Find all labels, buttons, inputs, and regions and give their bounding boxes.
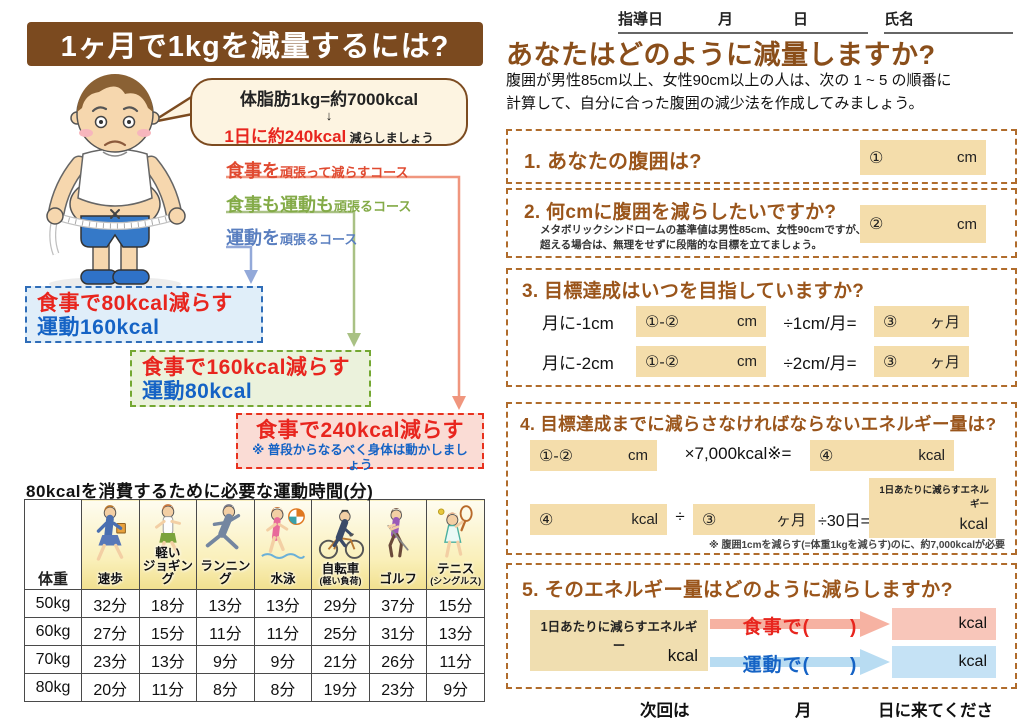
diff-input-field[interactable]: ①-② cm: [636, 306, 766, 337]
col-golf: ゴルフ: [368, 499, 428, 590]
section-4-energy: 4. 目標達成までに減らさなければならないエネルギー量は? ①-② cm ×7,0…: [506, 402, 1017, 555]
daily-energy-box[interactable]: 1日あたりに減らすエネルギー kcal: [530, 610, 708, 671]
table-row: 80kg 20分 11分 8分 8分 19分 23分 9分: [24, 673, 485, 702]
col-tennis: テニス (シングルス): [426, 499, 485, 590]
overweight-man-illustration: [46, 74, 186, 291]
section-2-target-waist: 2. 何cmに腹囲を減らしたいですか? メタボリックシンドロームの基準値は男性8…: [506, 188, 1017, 258]
food-kcal-field[interactable]: kcal: [892, 608, 996, 640]
next-visit-label: 次回は: [640, 702, 690, 720]
diff-input-field[interactable]: ①-② cm: [636, 346, 766, 377]
bubble-suffix: 減らしましょう: [346, 131, 434, 145]
table-header-row: 体重 速歩: [24, 499, 485, 590]
col-bicycle: 自転車 (軽い負荷): [311, 499, 370, 590]
minus-1cm-row: 月に-1cm ①-② cm ÷1cm/月= ③ ヶ月: [542, 306, 969, 337]
course-diet-label: 食事を頑張って減らすコース: [226, 161, 409, 181]
bubble-highlight: 1日に約240kcal: [224, 127, 347, 146]
months-input-field[interactable]: ③ ヶ月: [693, 504, 815, 535]
divide-label: ÷: [675, 507, 685, 526]
section-3-target-date: 3. 目標達成はいつを目指していますか? 月に-1cm ①-② cm ÷1cm/月…: [506, 268, 1017, 387]
section-4-title: 4. 目標達成までに減らさなければならないエネルギー量は?: [520, 414, 997, 434]
months-input-field[interactable]: ③ ヶ月: [874, 306, 969, 337]
total-kcal-input-field[interactable]: ④ kcal: [810, 440, 954, 471]
guidance-date-field[interactable]: 指導日月日: [618, 8, 868, 34]
waist-input-field[interactable]: ① cm: [860, 140, 986, 175]
col-light-jogging: 軽い ジョギング: [138, 499, 198, 590]
next-visit-month[interactable]: 月: [795, 702, 812, 720]
col-swimming: 水泳: [253, 499, 313, 590]
jogging-icon: [154, 504, 181, 559]
exercise-time-table: 体重 速歩: [24, 499, 485, 702]
tennis-icon: [437, 505, 473, 558]
table-row: 50kg 32分 18分 13分 13分 29分 37分 15分: [24, 589, 485, 618]
section-5-title: 5. そのエネルギー量はどのように減らしますか?: [522, 579, 953, 601]
table-row: 70kg 23分 13分 9分 9分 21分 26分 11分: [24, 645, 485, 674]
section-1-waist: 1. あなたの腹囲は? ① cm: [506, 129, 1017, 184]
bicycle-icon: [318, 509, 364, 559]
golf-icon: [387, 508, 409, 558]
reduce-by-food-label: 食事で( ): [742, 617, 858, 638]
total-kcal-input-field[interactable]: ④ kcal: [530, 504, 667, 535]
section-1-title: 1. あなたの腹囲は?: [524, 151, 702, 173]
diff-input-field[interactable]: ①-② cm: [530, 440, 657, 471]
mixed-course-kcal-box: 食事で160kcal減らす 運動80kcal: [130, 350, 371, 407]
next-visit-day[interactable]: 日に来てください。: [878, 702, 994, 720]
table-row: 60kg 27分 15分 11分 11分 25分 31分 13分: [24, 617, 485, 646]
col-running: ランニング: [196, 499, 255, 590]
right-page-title: あなたはどのように減量しますか?: [506, 40, 936, 70]
section-2-title: 2. 何cmに腹囲を減らしたいですか?: [524, 202, 837, 223]
divide-30days-label: ÷30日=: [818, 513, 870, 530]
section-5-how-to-reduce: 5. そのエネルギー量はどのように減らしますか? 1日あたりに減らすエネルギー …: [506, 563, 1017, 689]
weight-column-header: 体重: [24, 499, 82, 590]
exercise-kcal-field[interactable]: kcal: [892, 646, 996, 678]
months-input-field[interactable]: ③ ヶ月: [874, 346, 969, 377]
exercise-course-kcal-box: 食事で80kcal減らす 運動160kcal: [25, 286, 263, 343]
down-arrow-icon: ↓: [325, 108, 333, 123]
daily-energy-result-field[interactable]: 1日あたりに減らすエネルギー kcal: [869, 478, 996, 538]
reduce-by-exercise-label: 運動で( ): [742, 655, 858, 676]
food-arrow-icon: [710, 611, 890, 637]
exercise-arrow-icon: [710, 649, 890, 675]
brisk-walk-icon: [97, 505, 127, 561]
bubble-line2: 1日に約240kcal 減らしましょう: [192, 122, 466, 147]
course-exercise-label: 運動を頑張るコース: [226, 228, 358, 248]
bubble-line1: 体脂肪1kg=約7000kcal: [239, 90, 419, 109]
target-waist-input-field[interactable]: ② cm: [860, 205, 986, 243]
minus-2cm-row: 月に-2cm ①-② cm ÷2cm/月= ③ ヶ月: [542, 346, 969, 377]
name-field[interactable]: 氏名: [884, 8, 1013, 34]
swimming-icon: [261, 507, 305, 559]
exercise-table-title: 80kcalを消費するために必要な運動時間(分): [26, 482, 374, 501]
intro-paragraph: 腹囲が男性85cm以上、女性90cm以上の人は、次の 1 ~ 5 の順番に 計算…: [506, 72, 952, 112]
times-7000kcal-label: ×7,000kcal※=: [684, 444, 792, 463]
section-4-footnote: ※ 腹囲1cmを減らす(=体重1kgを減らす)のに、約7,000kcalが必要: [708, 540, 1005, 551]
section-3-title: 3. 目標達成はいつを目指していますか?: [522, 281, 865, 302]
section-2-note: メタボリックシンドロームの基準値は男性85cm、女性90cmですが、それを大幅に…: [540, 224, 930, 251]
running-icon: [206, 504, 241, 550]
col-brisk-walk: 速歩: [81, 499, 140, 590]
speech-bubble: 体脂肪1kg=約7000kcal ↓ 1日に約240kcal 減らしましょう: [190, 78, 468, 146]
diet-course-kcal-box: 食事で240kcal減らす ※ 普段からなるべく身体は動かしましょう: [236, 413, 484, 472]
left-page-title: 1ヶ月で1kgを減量するには?: [27, 22, 483, 66]
course-diet-and-exercise-label: 食事も運動も頑張るコース: [226, 195, 412, 215]
